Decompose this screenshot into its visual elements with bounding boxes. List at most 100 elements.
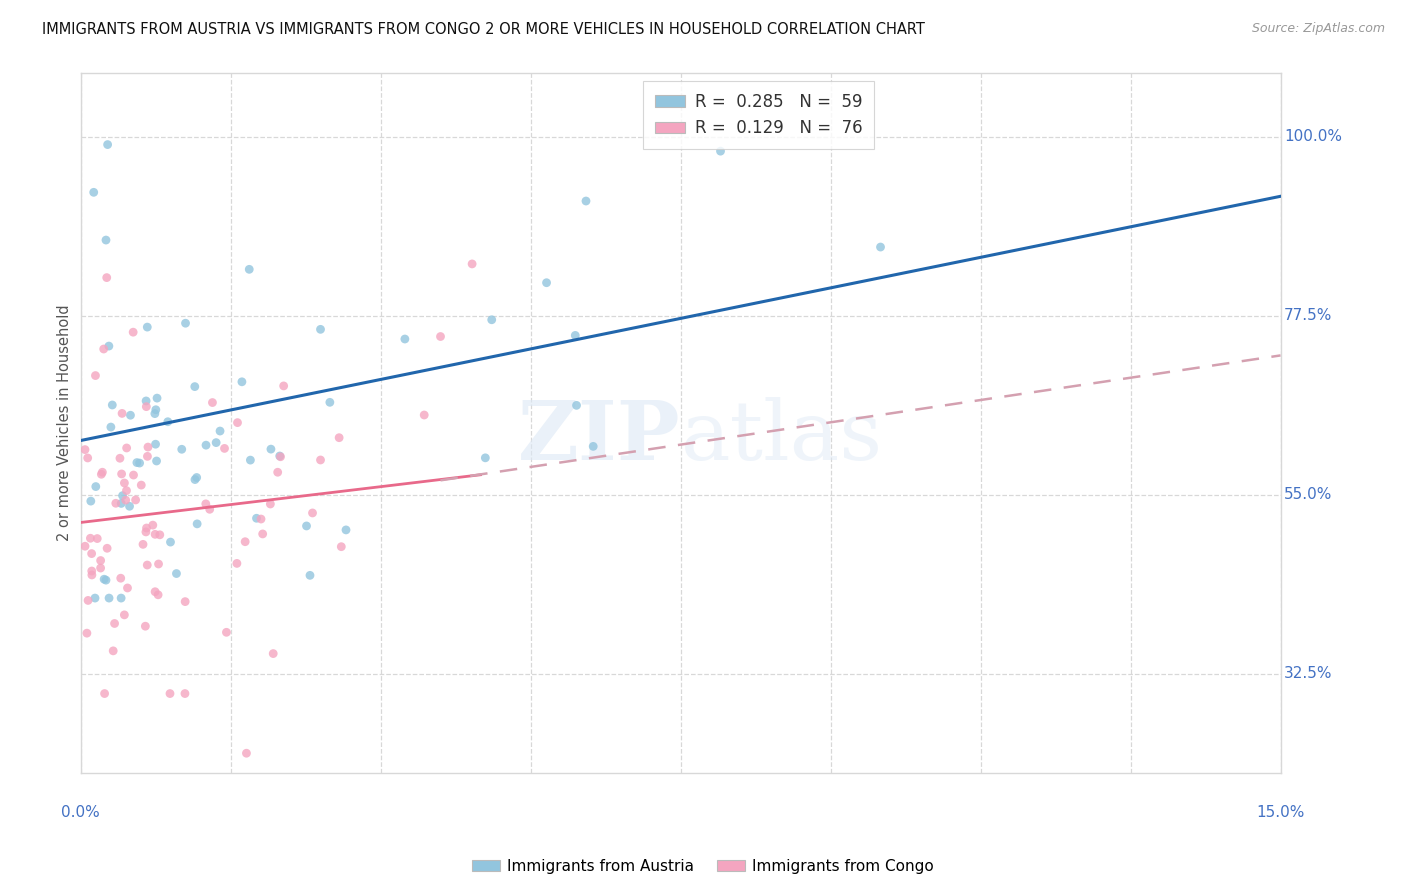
Point [136,440,159,454]
Point [135,400,157,414]
Point [145,437,167,451]
Point [73,539,96,553]
Point [103,644,125,658]
Point [186,470,208,484]
Point [84,368,107,383]
Point [309,322,332,336]
Point [869,240,891,254]
Point [135,521,157,535]
Legend: Immigrants from Austria, Immigrants from Congo: Immigrants from Austria, Immigrants from… [465,853,941,880]
Point [260,442,283,457]
Point [136,558,159,572]
Text: Source: ZipAtlas.com: Source: ZipAtlas.com [1251,22,1385,36]
Point [156,415,179,429]
Point [301,506,323,520]
Point [124,492,146,507]
Y-axis label: 2 or more Vehicles in Household: 2 or more Vehicles in Household [58,305,72,541]
Point [86,532,108,546]
Point [110,571,132,585]
Point [120,409,142,423]
Point [108,451,131,466]
Point [115,483,138,498]
Point [295,519,318,533]
Point [215,625,238,640]
Point [80,568,103,582]
Point [209,424,232,438]
Point [145,402,167,417]
Point [474,450,496,465]
Point [118,500,141,514]
Point [709,144,731,158]
Point [90,553,112,567]
Point [94,233,117,247]
Text: 100.0%: 100.0% [1284,129,1343,145]
Point [134,619,156,633]
Point [76,626,98,640]
Point [80,564,103,578]
Point [184,379,207,393]
Point [159,535,181,549]
Point [96,270,118,285]
Point [429,329,451,343]
Legend: R =  0.285   N =  59, R =  0.129   N =  76: R = 0.285 N = 59, R = 0.129 N = 76 [643,81,875,149]
Text: 55.0%: 55.0% [1284,487,1333,502]
Point [262,647,284,661]
Point [111,406,134,420]
Point [239,453,262,467]
Point [252,527,274,541]
Point [174,594,197,608]
Point [270,450,292,464]
Point [114,493,136,508]
Point [330,540,353,554]
Point [143,584,166,599]
Text: 0.0%: 0.0% [60,805,100,820]
Point [205,435,228,450]
Point [98,591,121,605]
Point [84,479,107,493]
Text: 32.5%: 32.5% [1284,666,1333,681]
Point [110,496,132,510]
Point [238,262,260,277]
Point [110,591,132,605]
Point [90,467,112,482]
Point [194,497,217,511]
Point [319,395,342,409]
Point [195,438,218,452]
Point [112,475,135,490]
Point [328,431,350,445]
Point [97,137,120,152]
Point [100,420,122,434]
Point [97,339,120,353]
Point [117,581,139,595]
Point [91,465,114,479]
Point [122,325,145,339]
Point [148,557,170,571]
Point [77,593,100,607]
Point [115,441,138,455]
Point [76,450,98,465]
Point [146,588,169,602]
Point [122,468,145,483]
Point [96,541,118,556]
Point [233,534,256,549]
Point [128,456,150,470]
Point [186,516,208,531]
Point [145,454,167,468]
Point [575,194,598,208]
Point [143,407,166,421]
Point [83,186,105,200]
Point [170,442,193,457]
Point [149,528,172,542]
Point [273,379,295,393]
Point [174,687,197,701]
Point [214,442,236,456]
Point [245,511,267,525]
Point [136,320,159,334]
Point [481,312,503,326]
Point [125,456,148,470]
Point [111,489,134,503]
Text: ZIP: ZIP [517,397,681,477]
Point [201,395,224,409]
Point [582,439,605,453]
Point [104,496,127,510]
